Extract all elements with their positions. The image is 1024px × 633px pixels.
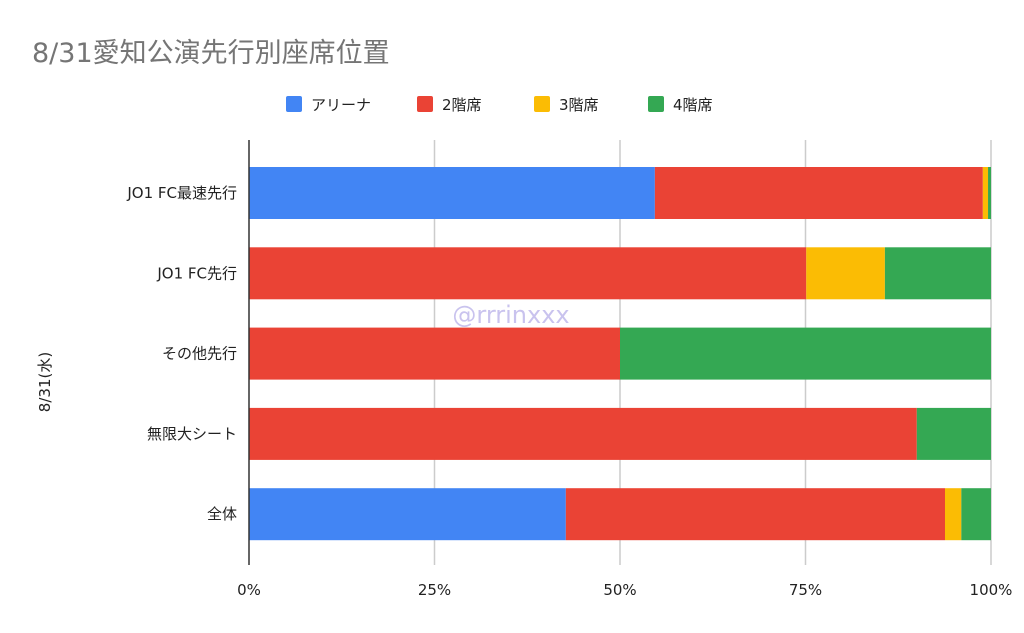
legend: アリーナ 2階席 3階席 4階席 (286, 96, 713, 114)
chart-title: 8/31愛知公演先行別座席位置 (32, 38, 390, 69)
legend-swatch (417, 96, 433, 112)
x-tick-label: 25% (418, 581, 451, 599)
bar-segment (249, 167, 655, 219)
legend-swatch (648, 96, 664, 112)
watermark: @rrrinxxx (452, 301, 569, 329)
bar-segment (884, 247, 991, 300)
x-tick-label: 75% (789, 581, 822, 599)
category-label: その他先行 (162, 345, 237, 363)
bar-segment (565, 488, 945, 541)
x-tick-label: 50% (603, 581, 636, 599)
legend-swatch (286, 96, 302, 112)
bar-segment (982, 167, 989, 219)
category-label: 全体 (207, 505, 237, 523)
x-tick-label: 100% (970, 581, 1013, 599)
x-tick-label: 0% (237, 581, 261, 599)
bar-segment (249, 488, 566, 541)
category-label: 無限大シート (147, 425, 237, 443)
bar-segment (916, 407, 991, 460)
legend-label: 4階席 (673, 96, 713, 114)
bar-segment (654, 167, 983, 219)
bar-segment (249, 327, 620, 380)
bar-segment (944, 488, 962, 541)
bar-segment (806, 247, 885, 300)
legend-swatch (534, 96, 550, 112)
category-label: JO1 FC先行 (156, 264, 237, 282)
bar-segment (249, 247, 807, 300)
bar-segment (620, 327, 991, 380)
category-label: JO1 FC最速先行 (126, 184, 237, 202)
legend-label: 2階席 (442, 96, 482, 114)
bars (249, 167, 991, 541)
y-axis-label: 8/31(水) (36, 352, 54, 412)
bar-segment (988, 167, 991, 219)
x-tick-labels: 0% 25% 50% 75% 100% (237, 581, 1012, 599)
legend-label: アリーナ (311, 96, 371, 114)
bar-segment (249, 407, 917, 460)
bar-segment (961, 488, 991, 541)
legend-label: 3階席 (559, 96, 599, 114)
